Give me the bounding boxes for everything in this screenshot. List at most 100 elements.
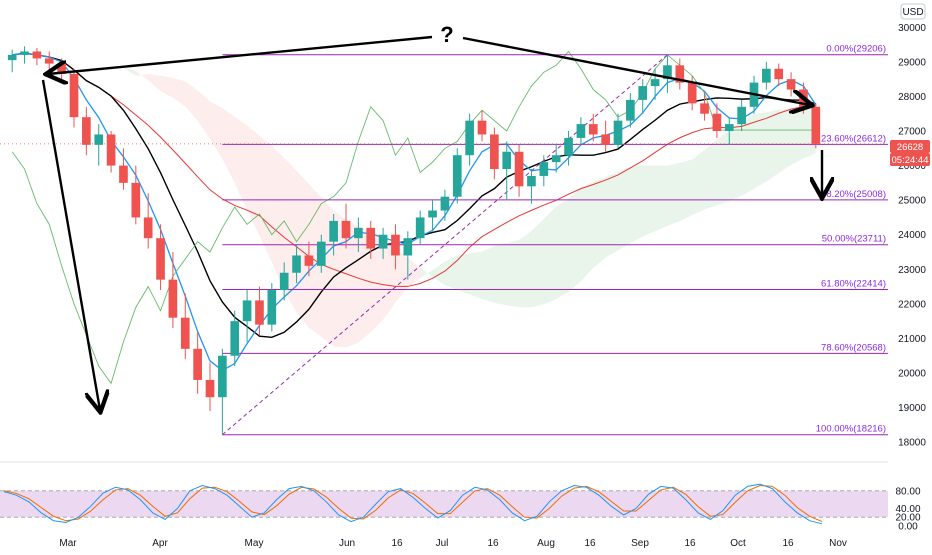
cloud-segment — [135, 70, 149, 81]
candle-body — [94, 134, 104, 145]
fib-level-label: 78.60%(20568) — [821, 342, 886, 353]
candle-body — [588, 124, 598, 135]
oscillator-tick-label: 0.00 — [898, 522, 918, 533]
candle-body — [143, 217, 153, 239]
cloud-segment — [506, 240, 520, 308]
candle-body — [502, 151, 512, 170]
candle-body — [700, 103, 709, 114]
cloud-segment — [741, 114, 754, 196]
cloud-segment — [494, 242, 507, 306]
candle-body — [428, 210, 437, 218]
candle-body — [551, 155, 561, 163]
cloud-segment — [358, 226, 371, 343]
oscillator-tick-label: 20.00 — [895, 513, 920, 524]
candle-body — [329, 220, 338, 242]
candle-body — [724, 124, 734, 132]
cloud-segment — [704, 139, 717, 210]
x-tick-label: 16 — [782, 538, 794, 549]
x-tick-label: Aug — [537, 538, 555, 549]
candle-body — [650, 79, 660, 87]
cloud-segment — [197, 90, 210, 140]
y-tick-label: 29000 — [898, 57, 926, 68]
cloud-segment — [432, 261, 445, 286]
cloud-segment — [457, 253, 470, 295]
y-tick-label: 25000 — [898, 196, 926, 207]
candle-body — [20, 51, 29, 55]
x-tick-label: 16 — [487, 538, 499, 549]
cloud-segment — [395, 247, 408, 303]
y-tick-label: 23000 — [898, 265, 926, 276]
cloud-segment — [679, 159, 693, 222]
cloud-segment — [123, 67, 136, 76]
oscillator-tick-label: 40.00 — [895, 504, 920, 515]
cloud-segment — [420, 267, 433, 279]
annotation-arrows — [41, 35, 822, 410]
cloud-segment — [482, 246, 495, 303]
oscillator-d-line — [3, 485, 823, 523]
cloud-segment — [642, 165, 656, 237]
cloud-segment — [259, 135, 272, 263]
oscillator-band — [0, 490, 888, 518]
candle-body — [279, 272, 289, 291]
countdown-badge — [890, 153, 930, 166]
y-tick-label: 30000 — [898, 23, 926, 34]
candle-body — [601, 134, 610, 145]
cloud-segment — [469, 251, 482, 299]
cloud-segment — [172, 77, 186, 107]
candle-body — [7, 54, 17, 61]
cloud-segment — [568, 187, 581, 292]
candle-body — [82, 117, 91, 145]
cloud-segment — [605, 171, 618, 258]
candle-body — [403, 238, 413, 256]
cloud-segment — [234, 116, 248, 211]
arrow-left-top — [48, 35, 433, 74]
cloud-segment — [444, 255, 458, 291]
cloud-segment — [370, 230, 384, 333]
currency-box[interactable] — [900, 3, 926, 20]
y-tick-label: 20000 — [898, 369, 926, 380]
y-tick-label: 27000 — [898, 127, 926, 138]
candle-body — [242, 300, 252, 322]
cloud-segment — [148, 73, 161, 92]
cloud-segment — [556, 199, 569, 300]
candle-body — [32, 51, 42, 59]
candle-body — [564, 137, 573, 156]
x-tick-label: 16 — [391, 538, 403, 549]
candle-body — [131, 182, 141, 218]
candle-body — [675, 65, 685, 83]
current-price-label: 26628 — [897, 142, 923, 153]
cloud-segment — [655, 165, 668, 232]
cloud-segment — [630, 165, 643, 244]
cloud-segment — [531, 218, 544, 308]
candle-body — [316, 241, 326, 266]
countdown-label: 05:24:44 — [892, 155, 929, 166]
candle-body — [712, 113, 722, 132]
cloud-segment — [692, 149, 705, 215]
fib-level-label: 50.00%(23711) — [822, 234, 886, 245]
x-tick-label: Oct — [730, 538, 746, 549]
y-tick-label: 24000 — [898, 230, 926, 241]
candle-body — [193, 348, 202, 380]
candle-body — [292, 255, 301, 273]
oscillator-k-line — [3, 483, 823, 525]
candle-body — [811, 106, 821, 144]
price-axis[interactable] — [888, 0, 932, 530]
cloud-segment — [754, 112, 767, 189]
candle-body — [230, 321, 240, 356]
arrow-drop — [41, 79, 100, 410]
oscillator-tick-label: 80.00 — [895, 486, 920, 497]
candle-body — [786, 79, 796, 90]
x-tick-label: Jun — [339, 538, 355, 549]
candle-body — [774, 68, 784, 80]
x-tick-label: Jul — [436, 538, 449, 549]
candle-body — [267, 290, 277, 325]
candle-body — [514, 151, 524, 187]
candle-body — [354, 227, 363, 239]
candle-body — [452, 155, 462, 197]
cloud-segment — [791, 108, 804, 165]
cloud-segment — [766, 109, 779, 182]
x-tick-label: Nov — [829, 538, 847, 549]
